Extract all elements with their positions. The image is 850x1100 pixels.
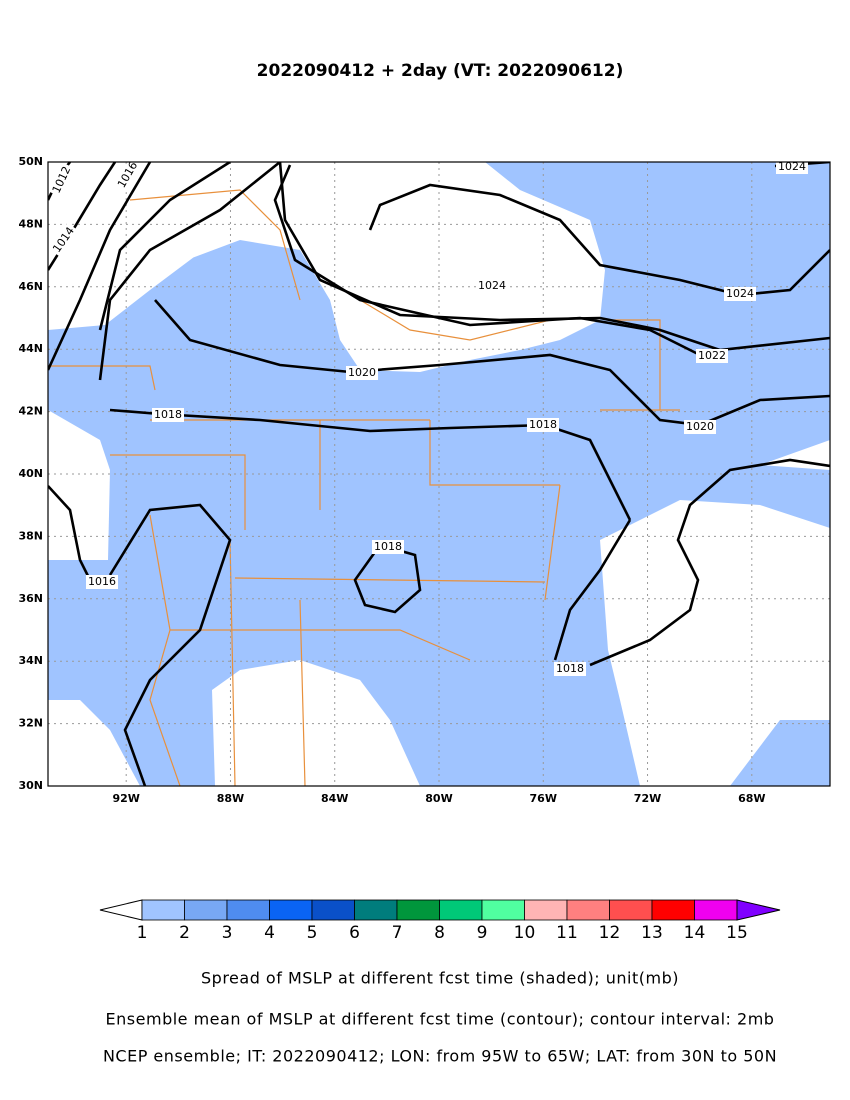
- lat-label: 38N: [18, 529, 43, 542]
- contour-label-bg: [346, 366, 378, 380]
- colorbar-label: 11: [556, 923, 578, 943]
- colorbar-label: 12: [599, 923, 621, 943]
- colorbar-box: [439, 899, 483, 921]
- lon-label: 84W: [321, 792, 348, 805]
- colorbar-box: [141, 899, 185, 921]
- colorbar-label: 7: [392, 923, 403, 943]
- lon-label: 80W: [425, 792, 452, 805]
- contour-label: 1018: [554, 662, 586, 676]
- contour-label-bg: [49, 222, 79, 258]
- contour-label-text: 1016: [88, 575, 116, 588]
- colorbar-box: [524, 899, 568, 921]
- lat-label: 40N: [18, 467, 43, 480]
- colorbar-box: [481, 899, 525, 921]
- colorbar-box: [354, 899, 398, 921]
- contour-label-text: 1024: [778, 160, 806, 173]
- contour-label: 1018: [527, 418, 559, 432]
- colorbar-box: [651, 899, 695, 921]
- contour-label: 1022: [696, 349, 728, 363]
- contour-label-text: 1018: [374, 540, 402, 553]
- lat-label: 32N: [18, 717, 43, 730]
- colorbar-under: [99, 899, 143, 921]
- lat-label: 50N: [18, 155, 43, 168]
- contour-label-bg: [724, 287, 756, 301]
- contour-label: 1024: [776, 160, 808, 174]
- contour-label: 1020: [346, 366, 378, 380]
- colorbar-label: 6: [349, 923, 360, 943]
- lon-label: 72W: [634, 792, 661, 805]
- contour-label-bg: [476, 279, 508, 293]
- lat-label: 48N: [18, 217, 43, 230]
- lat-label: 44N: [18, 342, 43, 355]
- contour-label-bg: [372, 540, 404, 554]
- axes: 30N 32N 34N 36N 38N 40N 42N 44N 46N 48N 50N 92W 88W 8…: [18, 155, 765, 805]
- contour-label-text: 1020: [348, 366, 376, 379]
- colorbar-box: [226, 899, 270, 921]
- contour-label-bg: [776, 162, 808, 174]
- contour-label-text: 1018: [154, 408, 182, 421]
- contour-label: 1024: [476, 279, 508, 293]
- colorbar-label: 5: [307, 923, 318, 943]
- contour-label: 1018: [372, 540, 404, 554]
- caption: Spread of MSLP at different fcst time (s…: [201, 969, 679, 988]
- colorbar-label: 14: [684, 923, 706, 943]
- lat-label: 34N: [18, 654, 43, 667]
- colorbar-label: 15: [726, 923, 748, 943]
- colorbar-box: [566, 899, 610, 921]
- lat-label: 46N: [18, 280, 43, 293]
- contour-label-text: 1022: [698, 349, 726, 362]
- colorbar-label: 1: [137, 923, 148, 943]
- contour-label: 1024: [724, 287, 756, 301]
- colorbar-label: 10: [514, 923, 536, 943]
- contour-label-bg: [152, 408, 184, 422]
- contour-label-bg: [86, 575, 118, 589]
- colorbar-label: 4: [264, 923, 275, 943]
- lat-label: 42N: [18, 405, 43, 418]
- lon-label: 92W: [112, 792, 139, 805]
- contour-label: 1018: [152, 408, 184, 422]
- colorbar-label: 9: [477, 923, 488, 943]
- graticule: [48, 162, 830, 786]
- colorbar-box: [396, 899, 440, 921]
- title: 2022090412 + 2day (VT: 2022090612): [257, 61, 624, 81]
- caption: Ensemble mean of MSLP at different fcst …: [106, 1010, 775, 1029]
- contour-label-bg: [684, 420, 716, 434]
- lon-label: 76W: [530, 792, 557, 805]
- colorbar-box: [609, 899, 653, 921]
- lon-label: 68W: [738, 792, 765, 805]
- colorbar-label: 3: [222, 923, 233, 943]
- lat-label: 30N: [18, 779, 43, 792]
- contour-label: 1020: [684, 420, 716, 434]
- colorbar-box: [184, 899, 228, 921]
- contour-label-bg: [696, 349, 728, 363]
- lon-label: 88W: [217, 792, 244, 805]
- contour-label-text: 1018: [556, 662, 584, 675]
- map-frame: [47, 161, 831, 787]
- colorbar-label: 13: [641, 923, 663, 943]
- colorbar-box: [269, 899, 313, 921]
- captions: Spread of MSLP at different fcst time (s…: [103, 969, 777, 1066]
- contour-label-bg: [48, 162, 76, 198]
- contour-label-bg: [113, 162, 143, 193]
- colorbar: 1 2 3 4 5 6 7 8 9 10 11 12 13 14 15: [99, 899, 781, 943]
- contour-label-text: 1020: [686, 420, 714, 433]
- contour-label-text: 1024: [478, 279, 506, 292]
- caption: NCEP ensemble; IT: 2022090412; LON: from…: [103, 1047, 777, 1066]
- borders: [48, 189, 680, 786]
- colorbar-label: 2: [179, 923, 190, 943]
- contour-label: 1016: [86, 575, 118, 589]
- contour-label-bg: [527, 418, 559, 432]
- contour-label-bg: [554, 662, 586, 676]
- colorbar-box: [694, 899, 738, 921]
- colorbar-over: [736, 899, 781, 921]
- colorbar-label: 8: [434, 923, 445, 943]
- contour-label-text: 1018: [529, 418, 557, 431]
- contour-label-text: 1024: [726, 287, 754, 300]
- lat-label: 36N: [18, 592, 43, 605]
- contours: [48, 162, 830, 786]
- colorbar-box: [311, 899, 355, 921]
